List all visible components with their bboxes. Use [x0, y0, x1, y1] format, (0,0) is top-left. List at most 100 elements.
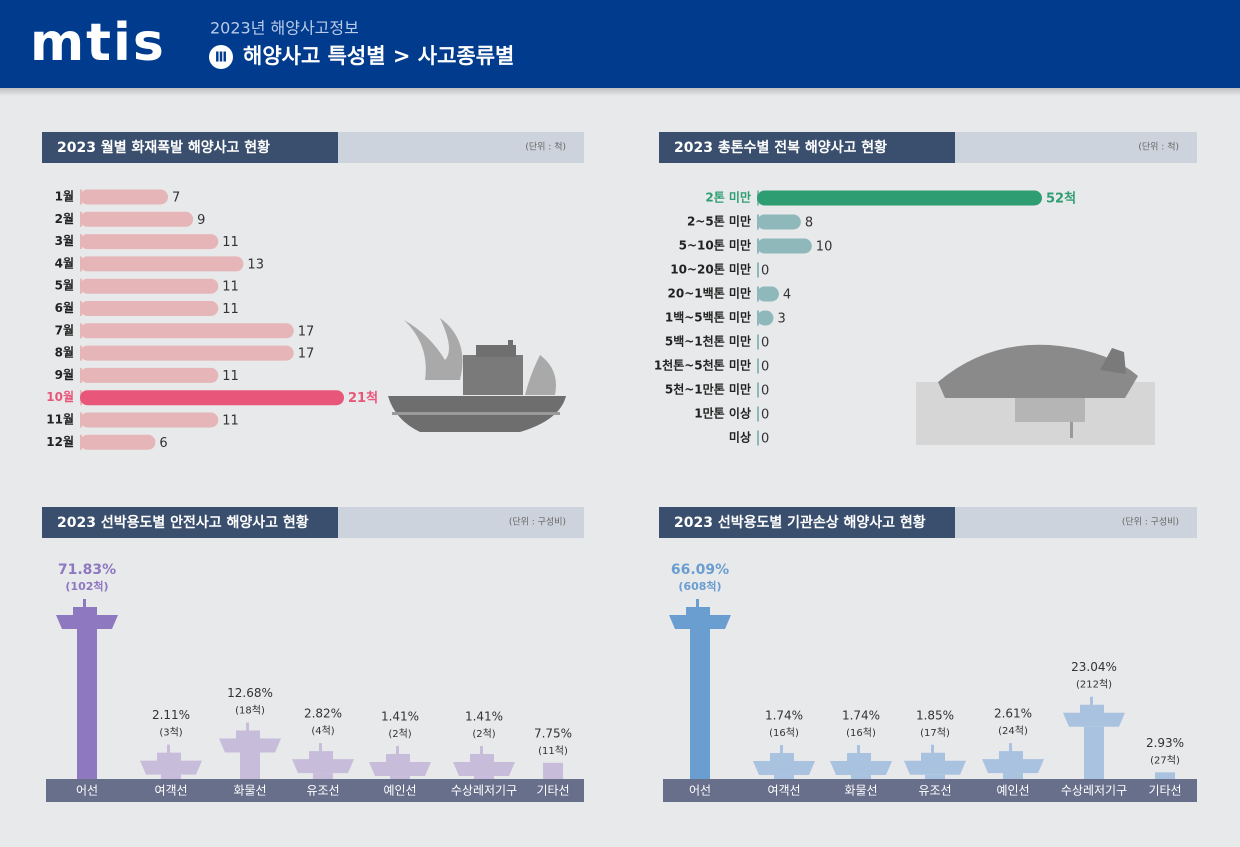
value-label: 11: [222, 280, 239, 295]
category-label: 2~5톤 미만: [687, 214, 751, 229]
category-label: 10~20톤 미만: [670, 262, 751, 277]
category-label: 10월: [46, 389, 74, 404]
category-label: 유조선: [306, 784, 339, 798]
value-label: 7: [172, 191, 180, 206]
bar: [757, 286, 779, 302]
category-label: 화물선: [844, 784, 877, 798]
value-label: 9: [197, 213, 205, 228]
category-label: 유조선: [918, 784, 951, 798]
bar-stub: [757, 382, 759, 398]
bar: [80, 256, 244, 272]
value-label: 1.41%: [381, 710, 419, 724]
count-label: (212척): [1076, 679, 1112, 691]
value-label: 2.11%: [152, 708, 190, 722]
ship-icon: [904, 744, 966, 775]
value-label: 66.09%: [671, 562, 729, 578]
value-label: 1.74%: [842, 709, 880, 723]
category-label: 4월: [55, 255, 74, 270]
category-label: 12월: [46, 434, 74, 449]
category-label: 여객선: [154, 784, 187, 798]
header-subtitle: 2023년 해양사고정보: [210, 19, 359, 38]
badge-circle: [209, 45, 233, 69]
bar: [80, 278, 219, 294]
bar: [474, 776, 494, 779]
value-label: 1.74%: [765, 709, 803, 723]
bar: [1084, 726, 1104, 779]
bar: [77, 629, 97, 779]
value-label: 8: [805, 216, 813, 231]
value-label: 6: [159, 436, 167, 451]
category-label: 7월: [55, 322, 74, 337]
chart-title: 2023 선박용도별 기관손상 해양사고 현황: [674, 514, 926, 531]
ship-icon: [453, 746, 515, 777]
bar: [851, 775, 871, 779]
category-label: 수상레저기구: [451, 784, 517, 798]
value-label: 11: [222, 414, 239, 429]
bar-stub: [757, 262, 759, 278]
category-label: 11월: [46, 412, 74, 427]
value-label: 1.85%: [916, 708, 954, 722]
bar: [757, 238, 812, 254]
count-label: (18척): [235, 705, 265, 717]
count-label: (608척): [678, 579, 721, 593]
value-label: 0: [761, 432, 769, 447]
chart-title: 2023 월별 화재폭발 해양사고 현황: [57, 139, 270, 156]
category-label: 1천톤~5천톤 미만: [654, 358, 751, 373]
category-label: 8월: [55, 345, 74, 360]
value-label: 4: [783, 288, 791, 303]
bar: [80, 211, 194, 227]
value-label: 21척: [348, 390, 378, 406]
count-label: (2척): [388, 728, 411, 740]
count-label: (24척): [998, 725, 1028, 737]
unit-label: (단위 : 구성비): [509, 517, 566, 528]
category-label: 미상: [729, 430, 751, 445]
category-label: 3월: [55, 233, 74, 248]
value-label: 7.75%: [534, 726, 572, 740]
category-strip: [663, 779, 1197, 802]
value-label: 23.04%: [1071, 660, 1117, 674]
value-label: 11: [222, 235, 239, 250]
bar: [757, 190, 1042, 206]
title-bar-dark: [659, 132, 955, 163]
category-label: 여객선: [767, 784, 800, 798]
bar: [80, 412, 219, 428]
value-label: 52척: [1046, 191, 1076, 207]
bar-stub: [757, 358, 759, 374]
category-label: 화물선: [233, 784, 266, 798]
category-label: 수상레저기구: [1061, 784, 1127, 798]
ship-icon: [56, 599, 118, 629]
unit-label: (단위 : 척): [1138, 142, 1179, 153]
bar: [80, 189, 168, 205]
bar: [80, 323, 294, 339]
bar: [80, 367, 219, 383]
category-label: 2월: [55, 211, 74, 226]
value-label: 17: [298, 347, 315, 362]
value-label: 10: [816, 240, 833, 255]
category-label: 어선: [689, 784, 711, 798]
header-shadow: [0, 88, 1240, 96]
value-label: 17: [298, 324, 315, 339]
bar-stub: [757, 406, 759, 422]
title-bar-dark: [42, 132, 338, 163]
category-label: 예인선: [383, 784, 416, 798]
bar: [80, 390, 344, 406]
bar: [80, 345, 294, 361]
bar: [390, 776, 410, 779]
bar: [80, 434, 156, 450]
category-strip: [46, 779, 584, 802]
ship-icon: [292, 743, 354, 774]
ship-icon: [369, 746, 431, 777]
count-label: (16척): [846, 727, 876, 739]
header-title: 해양사고 특성별 > 사고종류별: [243, 44, 514, 68]
ship-icon: [219, 722, 281, 753]
category-label: 1백~5백톤 미만: [665, 310, 751, 325]
category-label: 어선: [76, 784, 98, 798]
ship-icon: [669, 599, 731, 629]
bar: [774, 775, 794, 779]
category-label: 5백~1천톤 미만: [665, 334, 751, 349]
value-label: 0: [761, 336, 769, 351]
ship-icon: [982, 743, 1044, 774]
logo: mtis: [30, 13, 166, 73]
unit-label: (단위 : 구성비): [1122, 517, 1179, 528]
fire-ship-illustration: [388, 318, 566, 432]
